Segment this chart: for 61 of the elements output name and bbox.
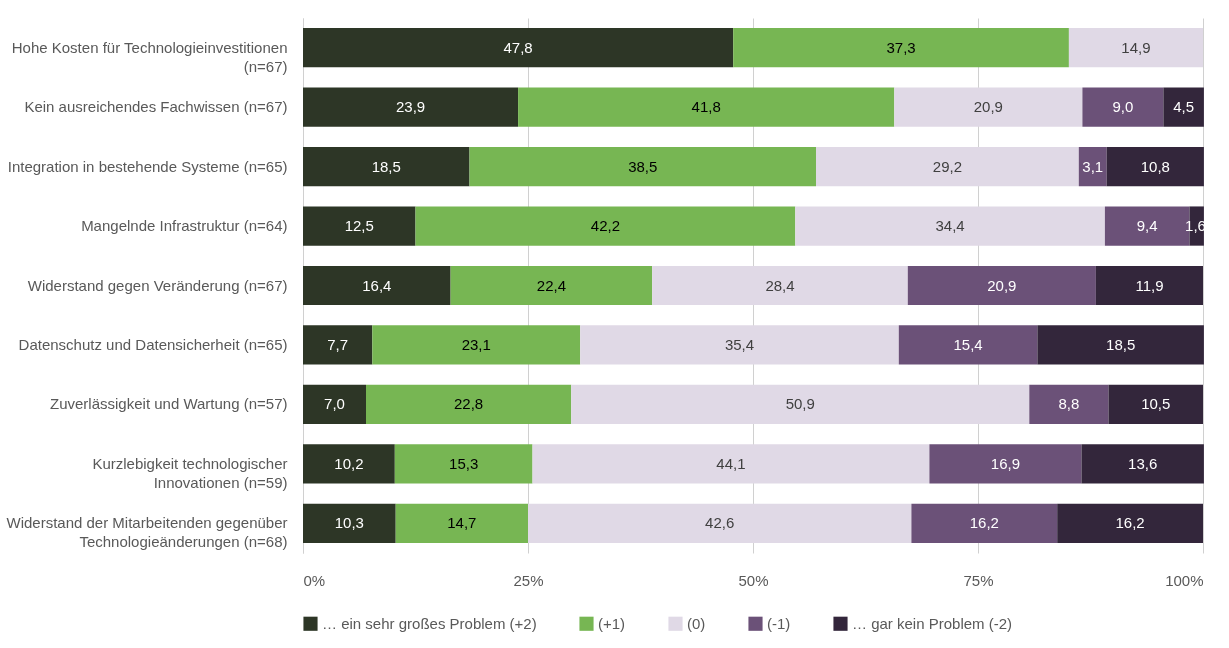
data-label: 15,4	[953, 335, 983, 353]
data-label: 13,6	[1128, 454, 1158, 472]
data-label: 18,5	[371, 157, 401, 175]
x-tick-label: 0%	[303, 571, 326, 589]
data-label: 10,5	[1141, 395, 1171, 413]
data-label: 20,9	[987, 276, 1017, 294]
data-label: 22,4	[536, 276, 566, 294]
data-label: 10,8	[1140, 157, 1170, 175]
data-label: 42,6	[705, 514, 735, 532]
y-tick-label: Hohe Kosten für Technologieinvestitionen (n=67)	[11, 38, 288, 75]
y-tick-label: Zuverlässigkeit und Wartung (n=57)	[50, 395, 288, 413]
data-label: 14,7	[447, 514, 477, 532]
data-label: 3,1	[1082, 157, 1104, 175]
data-label: 28,4	[765, 276, 795, 294]
data-label: 9,0	[1112, 98, 1134, 116]
x-tick-label: 100%	[1165, 571, 1204, 589]
data-label: 8,8	[1058, 395, 1080, 413]
data-label: 4,5	[1173, 98, 1195, 116]
data-label: 38,5	[628, 157, 658, 175]
data-label: 29,2	[932, 157, 962, 175]
data-label: 44,1	[716, 454, 746, 472]
x-tick-label: 25%	[513, 571, 544, 589]
data-label: 16,2	[969, 514, 999, 532]
y-tick-label: Kurzlebigkeit technologischer Innovationen (n=59)	[92, 454, 288, 491]
legend-label: (+1)	[598, 614, 626, 632]
y-tick-label: Widerstand der Mitarbeitenden gegenüber Technologieänderungen (n=68)	[6, 514, 288, 551]
x-tick-label: 75%	[963, 571, 994, 589]
data-label: 37,3	[886, 38, 916, 56]
data-label: 10,2	[334, 454, 364, 472]
data-label: 14,9	[1121, 38, 1151, 56]
y-tick-label: Widerstand gegen Veränderung (n=67)	[27, 276, 288, 294]
data-label: 47,8	[503, 38, 533, 56]
y-tick-label: Kein ausreichendes Fachwissen (n=67)	[24, 98, 288, 116]
data-label: 10,3	[334, 514, 364, 532]
y-tick-label: Mangelnde Infrastruktur (n=64)	[81, 217, 288, 235]
data-label: 7,7	[327, 335, 349, 353]
data-label: 18,5	[1106, 335, 1136, 353]
data-label: 11,9	[1135, 276, 1164, 294]
data-label: 15,3	[449, 454, 479, 472]
legend-label: … gar kein Problem (-2)	[852, 614, 1013, 632]
data-label: 20,9	[973, 98, 1003, 116]
data-label: 7,0	[324, 395, 345, 413]
legend-label: (-1)	[767, 614, 791, 632]
data-label: 12,5	[344, 217, 374, 235]
y-tick-label: Integration in bestehende Systeme (n=65)	[7, 157, 288, 175]
data-label: 50,9	[785, 395, 815, 413]
data-label: 22,8	[454, 395, 484, 413]
data-label: 35,4	[724, 335, 755, 353]
data-label: 23,1	[461, 335, 491, 353]
data-label: 23,9	[395, 98, 426, 116]
data-label: 9,4	[1136, 217, 1158, 235]
data-label: 16,9	[990, 454, 1021, 472]
legend-label: … ein sehr großes Problem (+2)	[322, 614, 537, 632]
data-label: 41,8	[691, 98, 721, 116]
legend-label: (0)	[687, 614, 706, 632]
x-tick-label: 50%	[738, 571, 769, 589]
data-label: 42,2	[590, 217, 620, 235]
data-label: 34,4	[935, 217, 965, 235]
y-tick-label: Datenschutz und Datensicherheit (n=65)	[18, 335, 288, 353]
data-label: 16,2	[1115, 514, 1145, 532]
data-label: 16,4	[362, 276, 392, 294]
